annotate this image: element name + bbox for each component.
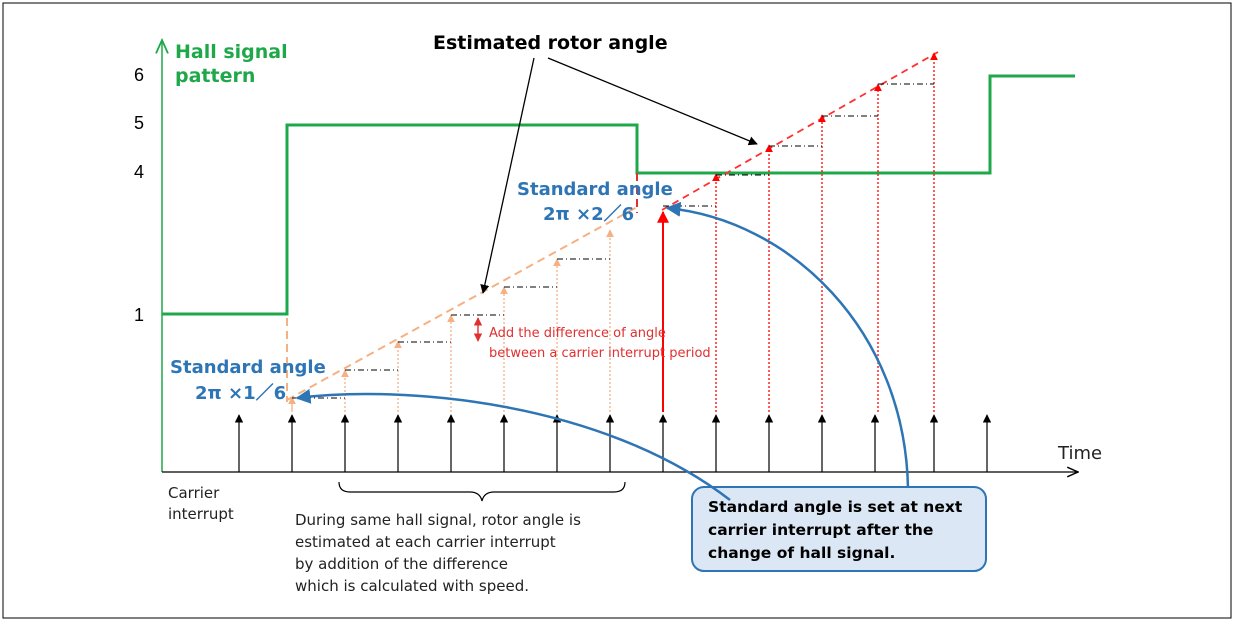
y-tick-6: 6 [134, 65, 144, 85]
estimated-rotor-angle-label: Estimated rotor angle [433, 32, 668, 54]
estimated-angle-markers-period-2 [657, 52, 938, 412]
y-tick-5: 5 [134, 113, 144, 133]
step-lines-period-2 [663, 83, 934, 207]
standard-angle-1-title: Standard angle [170, 357, 326, 378]
estimated-angle-pointer-1 [480, 57, 535, 294]
carrier-interrupt-label: Carrier interrupt [168, 484, 234, 523]
callout-arrow-to-standard-angle-1 [295, 388, 731, 501]
carrier-interrupt-arrows [234, 414, 992, 472]
standard-angle-1-formula: 2π ×1／6 [195, 383, 286, 404]
standard-angle-2-formula: 2π ×2／6 [543, 204, 634, 225]
step-lines-period-1 [292, 258, 610, 399]
brace [338, 481, 626, 502]
y-tick-4: 4 [134, 162, 144, 182]
callout-box [691, 486, 987, 572]
y-tick-1: 1 [134, 305, 144, 325]
y-axis-title: Hall signal pattern [175, 41, 294, 87]
difference-note: Add the difference of angle between a ca… [489, 326, 711, 361]
estimated-angle-line-1 [286, 206, 638, 401]
estimated-angle-line-2 [661, 51, 939, 211]
estimated-angle-markers-period-1 [288, 229, 614, 412]
callout-text: Standard angle is set at next carrier in… [708, 498, 968, 562]
x-axis-label: Time [1057, 443, 1102, 464]
callout-arrow-to-standard-angle-2 [665, 201, 910, 489]
standard-angle-2-title: Standard angle [517, 179, 673, 200]
estimated-angle-pointer-2 [547, 57, 758, 146]
brace-note: During same hall signal, rotor angle is … [295, 511, 586, 595]
hall-signal-waveform [162, 74, 1075, 316]
